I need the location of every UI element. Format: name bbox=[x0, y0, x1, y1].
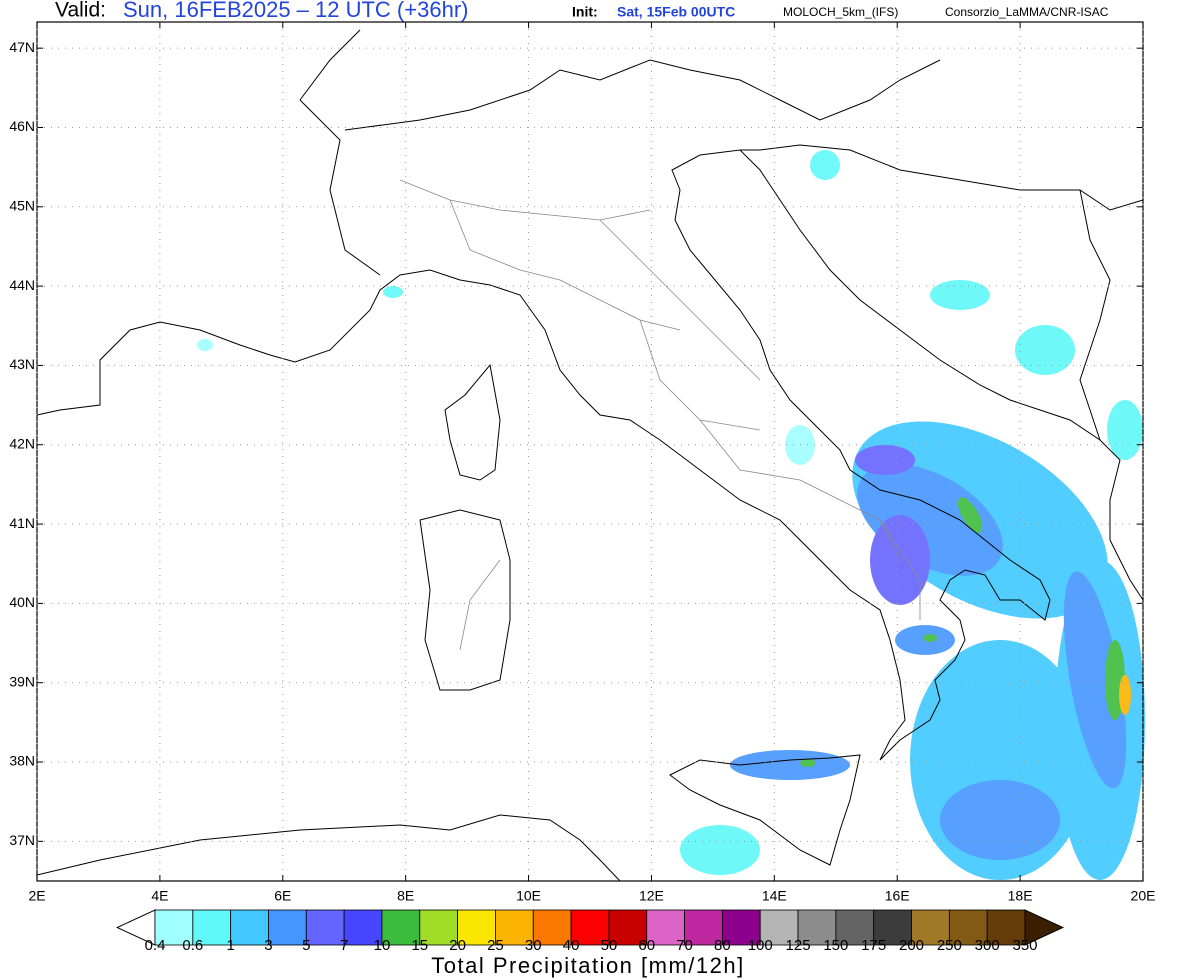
colorbar-box bbox=[419, 909, 459, 946]
colorbar-box bbox=[835, 909, 875, 946]
colorbar-label: 10 bbox=[374, 937, 391, 954]
colorbar-box bbox=[230, 909, 269, 946]
init-label: Init: bbox=[572, 4, 598, 20]
init-time: Sat, 15Feb 00UTC bbox=[617, 4, 735, 20]
valid-time: Sun, 16FEB2025 – 12 UTC (+36hr) bbox=[123, 0, 468, 22]
lat-label: 46N bbox=[9, 118, 35, 134]
colorbar-label: 125 bbox=[786, 937, 811, 954]
colorbar-label: 1 bbox=[226, 937, 234, 954]
lat-label: 43N bbox=[9, 356, 35, 372]
lat-label: 47N bbox=[9, 39, 35, 55]
lon-label: 20E bbox=[1131, 888, 1156, 904]
colorbar-label: 50 bbox=[601, 937, 618, 954]
colorbar-box bbox=[154, 909, 194, 946]
sardinia bbox=[419, 509, 511, 691]
lon-label: 8E bbox=[397, 888, 414, 904]
lon-label: 6E bbox=[274, 888, 291, 904]
coastline bbox=[36, 149, 1144, 761]
colorbar-label: 5 bbox=[302, 937, 310, 954]
colorbar-label: 0.6 bbox=[182, 937, 203, 954]
colorbar-label: 7 bbox=[340, 937, 348, 954]
model-name: MOLOCH_5km_(IFS) bbox=[783, 5, 898, 19]
colorbar-box bbox=[759, 909, 799, 946]
colorbar-label: 70 bbox=[676, 937, 693, 954]
colorbar-box bbox=[457, 909, 496, 946]
land-borders bbox=[299, 29, 1144, 441]
sicily bbox=[669, 754, 861, 866]
colorbar-label: 80 bbox=[714, 937, 731, 954]
colorbar-label: 15 bbox=[411, 937, 428, 954]
colorbar-label: 40 bbox=[563, 937, 580, 954]
lon-label: 2E bbox=[28, 888, 45, 904]
colorbar-box bbox=[873, 909, 912, 946]
colorbar-box bbox=[381, 909, 421, 946]
colorbar-box bbox=[343, 909, 383, 946]
colorbar-box bbox=[721, 909, 761, 946]
lat-label: 44N bbox=[9, 277, 35, 293]
colorbar-label: 0.4 bbox=[145, 937, 166, 954]
lon-label: 4E bbox=[151, 888, 168, 904]
map-frame bbox=[36, 21, 1144, 882]
lon-label: 12E bbox=[639, 888, 664, 904]
lon-label: 10E bbox=[516, 888, 541, 904]
colorbar-label: 30 bbox=[525, 937, 542, 954]
colorbar-box bbox=[532, 909, 572, 946]
colorbar-box bbox=[305, 909, 345, 946]
colorbar-label: 200 bbox=[899, 937, 924, 954]
colorbar-label: 150 bbox=[823, 937, 848, 954]
lon-label: 18E bbox=[1008, 888, 1033, 904]
colorbar-label: 25 bbox=[487, 937, 504, 954]
colorbar-label: 350 bbox=[1012, 937, 1037, 954]
colorbar-box bbox=[797, 909, 837, 946]
colorbar-label: 100 bbox=[748, 937, 773, 954]
colorbar-label: 3 bbox=[264, 937, 272, 954]
region-borders bbox=[399, 179, 921, 651]
lat-label: 42N bbox=[9, 435, 35, 451]
colorbar-box bbox=[684, 909, 723, 946]
lat-label: 39N bbox=[9, 673, 35, 689]
precipitation-field bbox=[197, 150, 1145, 880]
colorbar-box bbox=[268, 909, 307, 946]
colorbar-box bbox=[495, 909, 534, 946]
map-area bbox=[36, 29, 1145, 882]
colorbar-box bbox=[192, 909, 232, 946]
lon-label: 16E bbox=[885, 888, 910, 904]
lon-label: 14E bbox=[762, 888, 787, 904]
valid-label: Valid: bbox=[55, 0, 106, 22]
credit: Consorzio_LaMMA/CNR-ISAC bbox=[945, 5, 1109, 19]
colorbar-title: Total Precipitation [mm/12h] bbox=[431, 953, 744, 978]
colorbar-box bbox=[986, 909, 1026, 946]
corsica bbox=[444, 363, 501, 481]
lat-label: 45N bbox=[9, 198, 35, 214]
lat-label: 41N bbox=[9, 515, 35, 531]
colorbar-label: 20 bbox=[449, 937, 466, 954]
colorbar-arrow-high bbox=[1024, 909, 1065, 946]
colorbar-box bbox=[646, 909, 685, 946]
lat-label: 38N bbox=[9, 753, 35, 769]
colorbar-label: 60 bbox=[638, 937, 655, 954]
lat-label: 37N bbox=[9, 832, 35, 848]
colorbar-label: 175 bbox=[861, 937, 886, 954]
africa-coast bbox=[36, 814, 621, 882]
colorbar-label: 250 bbox=[937, 937, 962, 954]
colorbar-label: 300 bbox=[975, 937, 1000, 954]
lat-label: 40N bbox=[9, 594, 35, 610]
